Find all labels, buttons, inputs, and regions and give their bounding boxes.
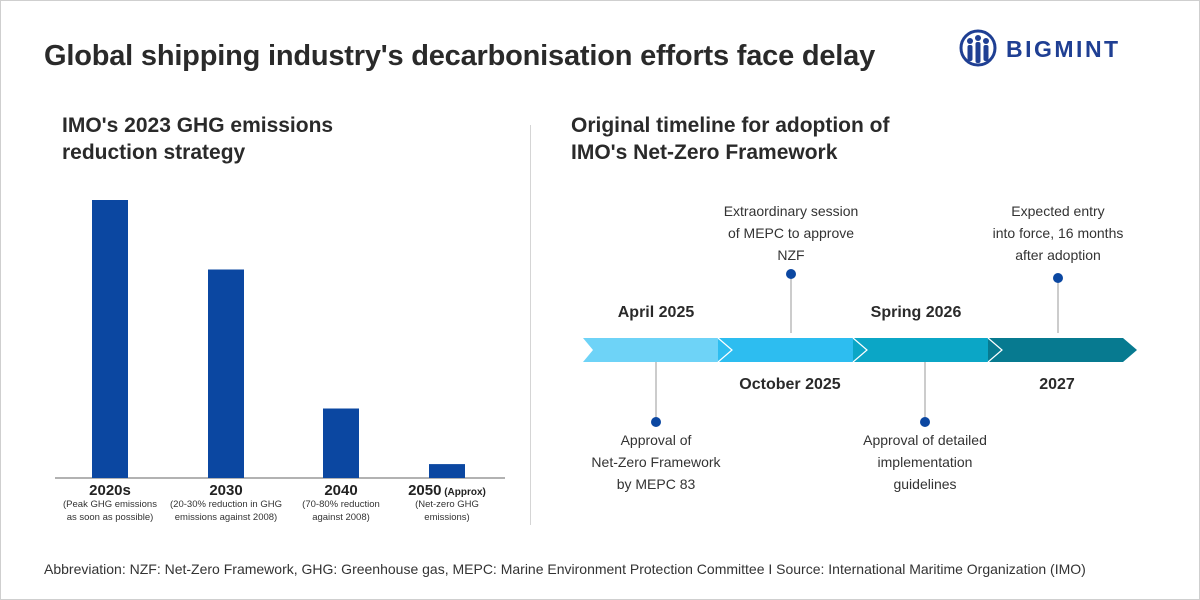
event-text-line: Approval of: [620, 432, 692, 448]
timeline-event-text: Extraordinary session of MEPC to approve N…: [701, 200, 881, 266]
event-text-line: into force, 16 months: [992, 225, 1124, 241]
x-tick-label: 2050 (Approx): [408, 482, 486, 499]
x-tick-note: (Peak GHG emissions: [63, 499, 157, 510]
timeline-arrow-segment: [853, 338, 1002, 362]
timeline-arrow-segment: [718, 338, 867, 362]
event-marker: [920, 417, 930, 427]
panel-divider: [530, 125, 531, 525]
event-text-line: guidelines: [893, 476, 957, 492]
timeline-milestone-label: 2027: [1039, 376, 1075, 393]
x-tick-note: emissions): [424, 512, 469, 523]
event-text-line: Expected entry: [1011, 203, 1105, 219]
x-tick-note: (20-30% reduction in GHG: [170, 499, 282, 510]
x-tick-note: against 2008): [312, 512, 370, 523]
bar-2050: [429, 464, 465, 478]
footer-note: Abbreviation: NZF: Net-Zero Framework, G…: [44, 561, 1086, 577]
event-text-line: NZF: [777, 247, 805, 263]
event-text-line: Approval of detailed: [863, 432, 987, 448]
timeline-milestone-label: Spring 2026: [870, 304, 962, 321]
segment-chevron: [717, 337, 733, 363]
x-tick-label: 2030: [209, 482, 242, 499]
x-tick-label: 2020s: [89, 482, 131, 499]
timeline-milestone-label: April 2025: [617, 304, 695, 321]
x-tick-note: (70-80% reduction: [302, 499, 380, 510]
x-tick-note: emissions against 2008): [175, 512, 277, 523]
segment-chevron: [852, 337, 868, 363]
logo-text: BIGMINT: [1006, 36, 1121, 62]
bar-2040: [323, 408, 359, 478]
event-text-line: after adoption: [1015, 247, 1101, 263]
bar-2020s: [92, 200, 128, 478]
x-tick-note: (Net-zero GHG: [415, 499, 479, 510]
timeline-title: Original timeline for adoption of IMO's …: [571, 114, 890, 164]
page-title: Global shipping industry's decarbonisati…: [44, 40, 876, 72]
timeline-milestone-label: October 2025: [739, 376, 841, 393]
event-marker: [1053, 273, 1063, 283]
timeline-arrow-segment: [583, 338, 732, 362]
event-text-line: Extraordinary session: [723, 203, 859, 219]
brand-logo: BIGMINT: [958, 28, 1158, 68]
logo-icon: [959, 29, 997, 67]
timeline-event-text: Approval of detailed implementation guidel…: [835, 429, 1015, 495]
timeline-event-text: Approval of Net-Zero Framework by MEPC 83: [566, 429, 746, 495]
bar-chart-title: IMO's 2023 GHG emissions reduction strat…: [62, 114, 334, 164]
x-tick-note: as soon as possible): [67, 512, 154, 523]
event-text-line: by MEPC 83: [616, 476, 696, 492]
bar-2030: [208, 269, 244, 478]
event-marker: [651, 417, 661, 427]
x-tick-label: 2040: [324, 482, 357, 499]
timeline-arrow-segment: [988, 338, 1137, 362]
timeline-event-text: Expected entry into force, 16 months after…: [968, 200, 1148, 266]
segment-chevron: [987, 337, 1003, 363]
event-text-line: implementation: [877, 454, 973, 470]
event-text-line: of MEPC to approve: [727, 225, 855, 241]
event-marker: [786, 269, 796, 279]
event-text-line: Net-Zero Framework: [591, 454, 721, 470]
